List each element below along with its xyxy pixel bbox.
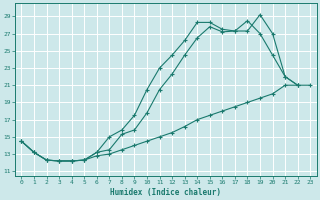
X-axis label: Humidex (Indice chaleur): Humidex (Indice chaleur) [110, 188, 221, 197]
